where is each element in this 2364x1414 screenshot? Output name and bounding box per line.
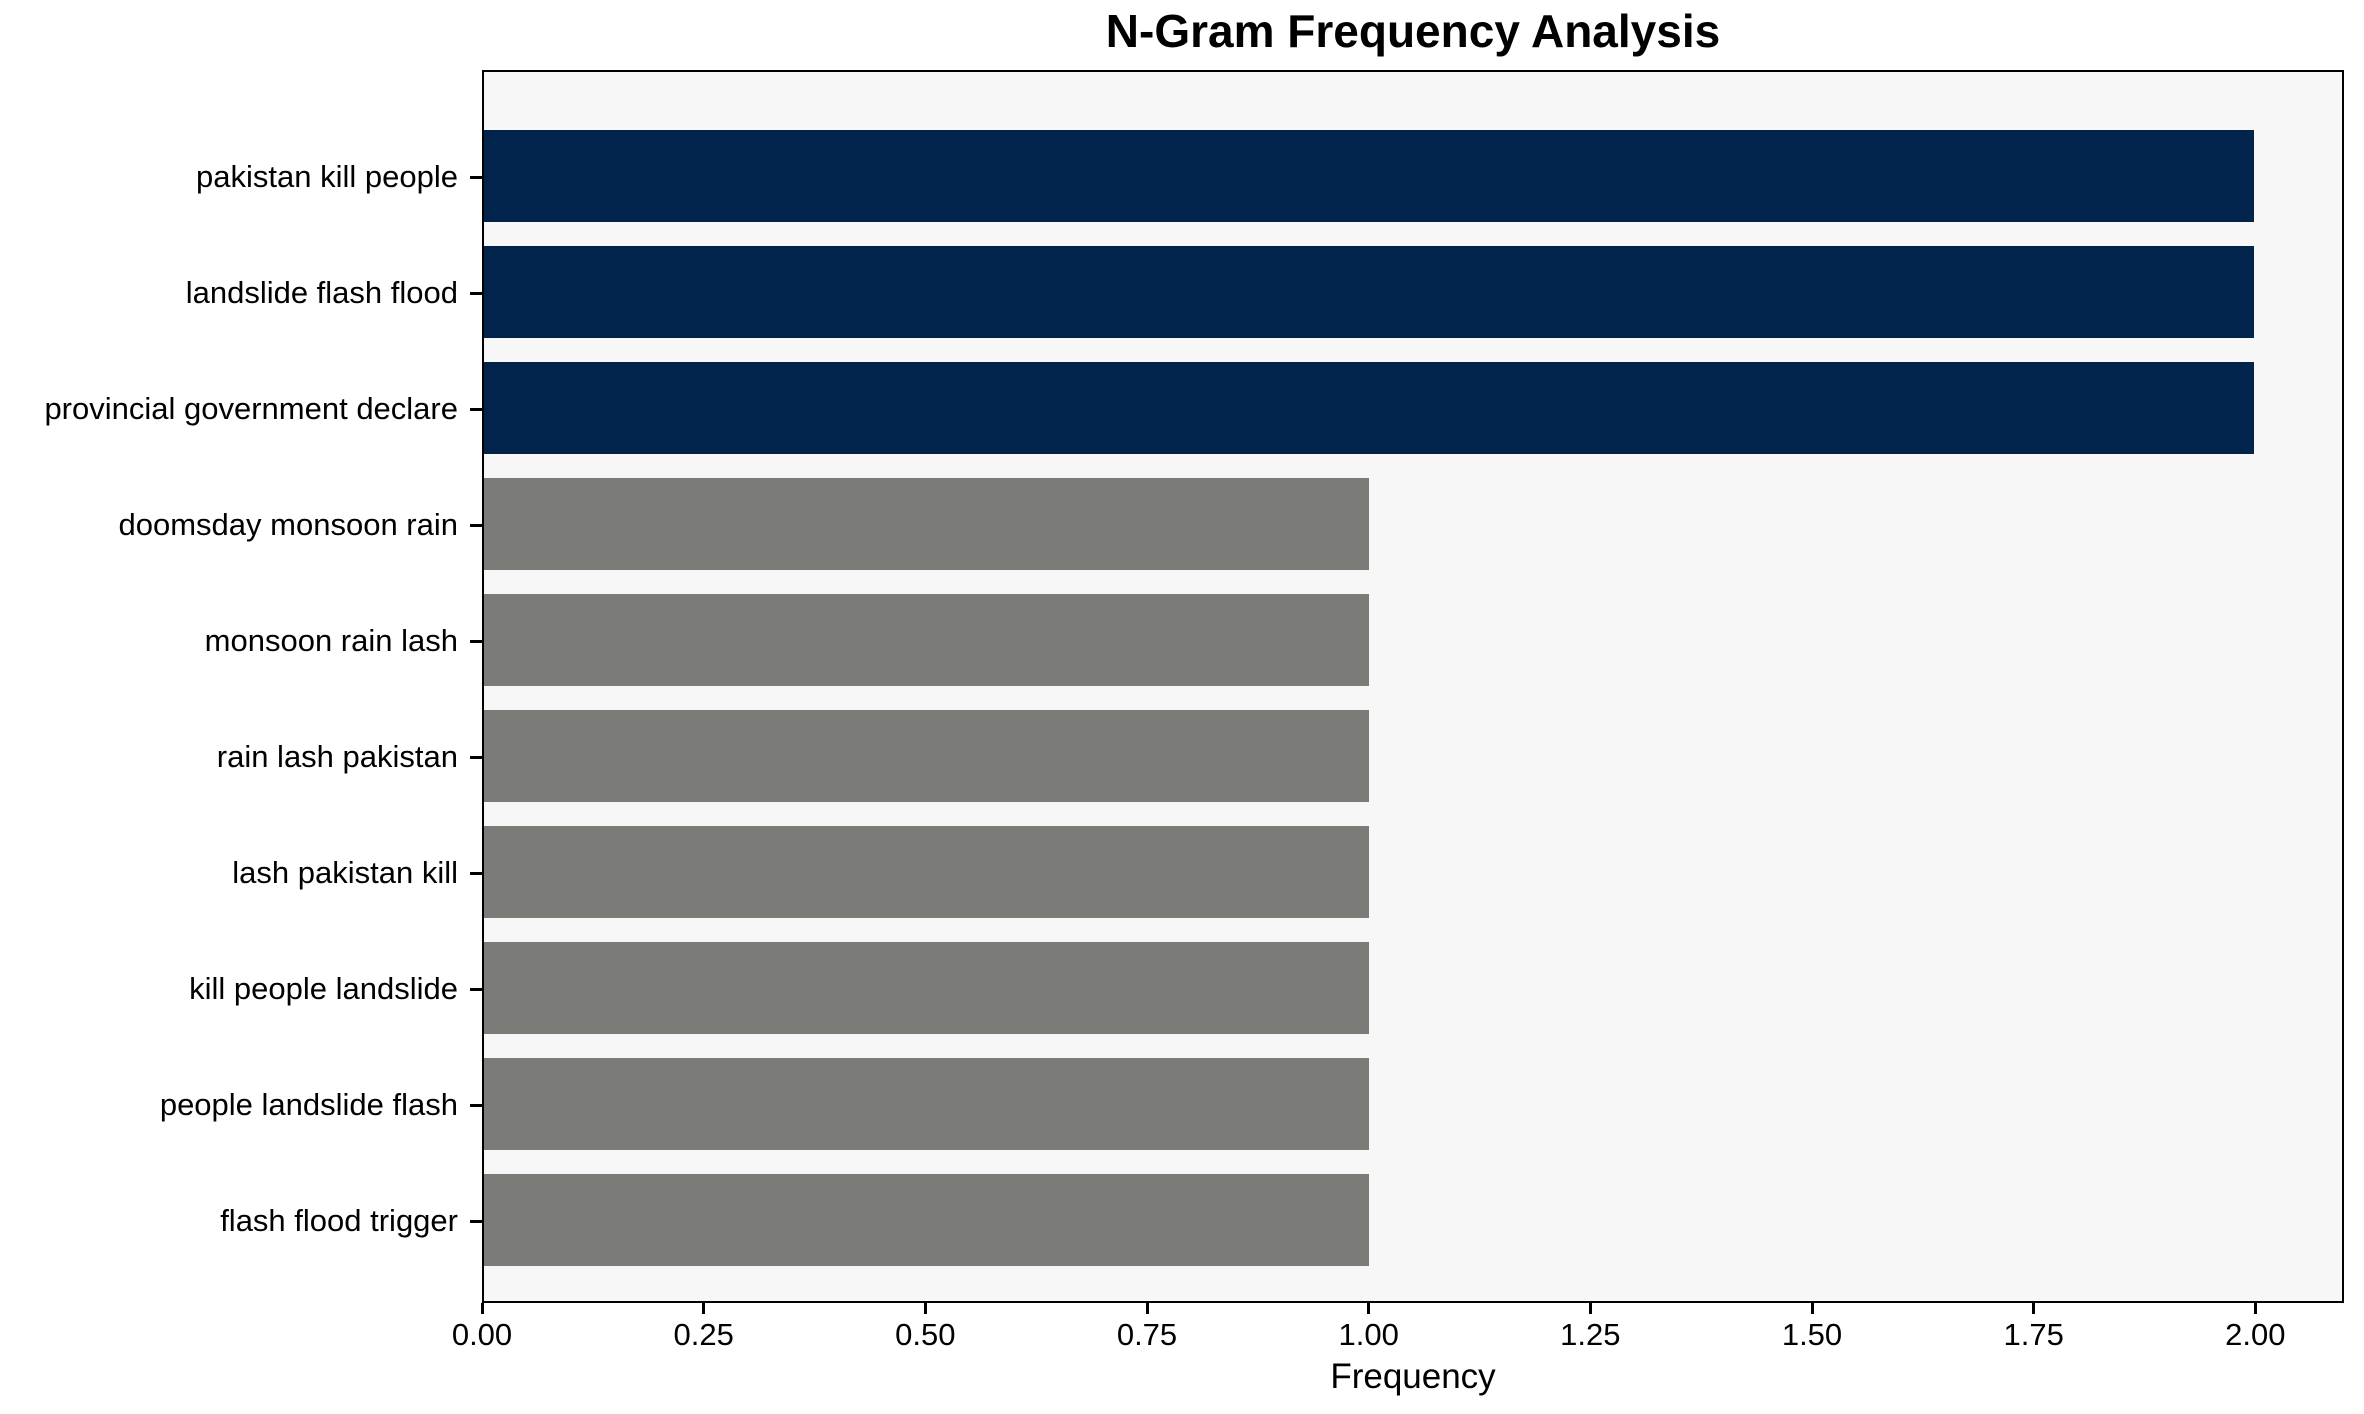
y-tick-mark — [470, 1103, 482, 1107]
bar-row — [484, 466, 2342, 582]
y-tick-mark — [470, 639, 482, 643]
x-tick-label: 1.00 — [1338, 1317, 1399, 1352]
bar-flash-flood-trigger — [484, 1174, 1369, 1266]
x-tick-label: 0.75 — [1116, 1317, 1178, 1352]
bar-monsoon-rain-lash — [484, 594, 1369, 686]
bar-row — [484, 1046, 2342, 1162]
bar-row — [484, 350, 2342, 466]
x-tick-label: 0.50 — [895, 1317, 956, 1352]
y-tick-mark — [470, 175, 482, 179]
y-tick-mark — [470, 407, 482, 411]
bar-pakistan-kill-people — [484, 130, 2254, 222]
x-tick-label: 1.50 — [1781, 1317, 1843, 1352]
x-tick-mark — [1588, 1303, 1592, 1314]
y-tick-label: monsoon rain lash — [204, 623, 458, 658]
x-tick-mark — [1145, 1303, 1149, 1314]
y-tick-mark — [470, 871, 482, 875]
x-tick-label: 0.00 — [451, 1317, 513, 1352]
x-tick-label: 0.25 — [673, 1317, 734, 1352]
y-tick-label: people landslide flash — [159, 1087, 458, 1122]
bar-doomsday-monsoon-rain — [484, 478, 1369, 570]
bar-row — [484, 930, 2342, 1046]
y-tick-mark — [470, 523, 482, 527]
x-tick-mark — [480, 1303, 484, 1314]
x-tick-mark — [702, 1303, 706, 1314]
bar-rain-lash-pakistan — [484, 710, 1369, 802]
x-tick-mark — [1367, 1303, 1371, 1314]
y-tick-label: provincial government declare — [44, 391, 458, 426]
bar-row — [484, 234, 2342, 350]
y-tick-label: lash pakistan kill — [232, 855, 458, 890]
x-tick-mark — [2032, 1303, 2036, 1314]
bar-row — [484, 582, 2342, 698]
x-tick-label: 2.00 — [2225, 1317, 2286, 1352]
y-tick-mark — [470, 1219, 482, 1223]
bar-row — [484, 1162, 2342, 1278]
y-tick-mark — [470, 987, 482, 991]
y-tick-mark — [470, 755, 482, 759]
x-axis-label: Frequency — [1330, 1357, 1496, 1396]
y-tick-mark — [470, 291, 482, 295]
bar-provincial-government-declare — [484, 362, 2254, 454]
bar-row — [484, 118, 2342, 234]
x-tick-mark — [1810, 1303, 1814, 1314]
plot-area — [482, 70, 2344, 1303]
y-tick-label: kill people landslide — [189, 971, 458, 1006]
y-tick-label: flash flood trigger — [220, 1203, 458, 1238]
x-tick-mark — [2253, 1303, 2257, 1314]
bars-area — [484, 72, 2342, 1301]
x-tick-mark — [923, 1303, 927, 1314]
bar-row — [484, 814, 2342, 930]
y-tick-label: rain lash pakistan — [216, 739, 458, 774]
y-tick-label: doomsday monsoon rain — [118, 507, 458, 542]
bar-lash-pakistan-kill — [484, 826, 1369, 918]
bar-landslide-flash-flood — [484, 246, 2254, 338]
bar-kill-people-landslide — [484, 942, 1369, 1034]
bar-row — [484, 698, 2342, 814]
y-tick-label: pakistan kill people — [196, 159, 458, 194]
x-tick-label: 1.75 — [2003, 1317, 2064, 1352]
x-tick-label: 1.25 — [1560, 1317, 1621, 1352]
chart-title: N-Gram Frequency Analysis — [1105, 5, 1721, 57]
y-tick-label: landslide flash flood — [185, 275, 458, 310]
bar-people-landslide-flash — [484, 1058, 1369, 1150]
